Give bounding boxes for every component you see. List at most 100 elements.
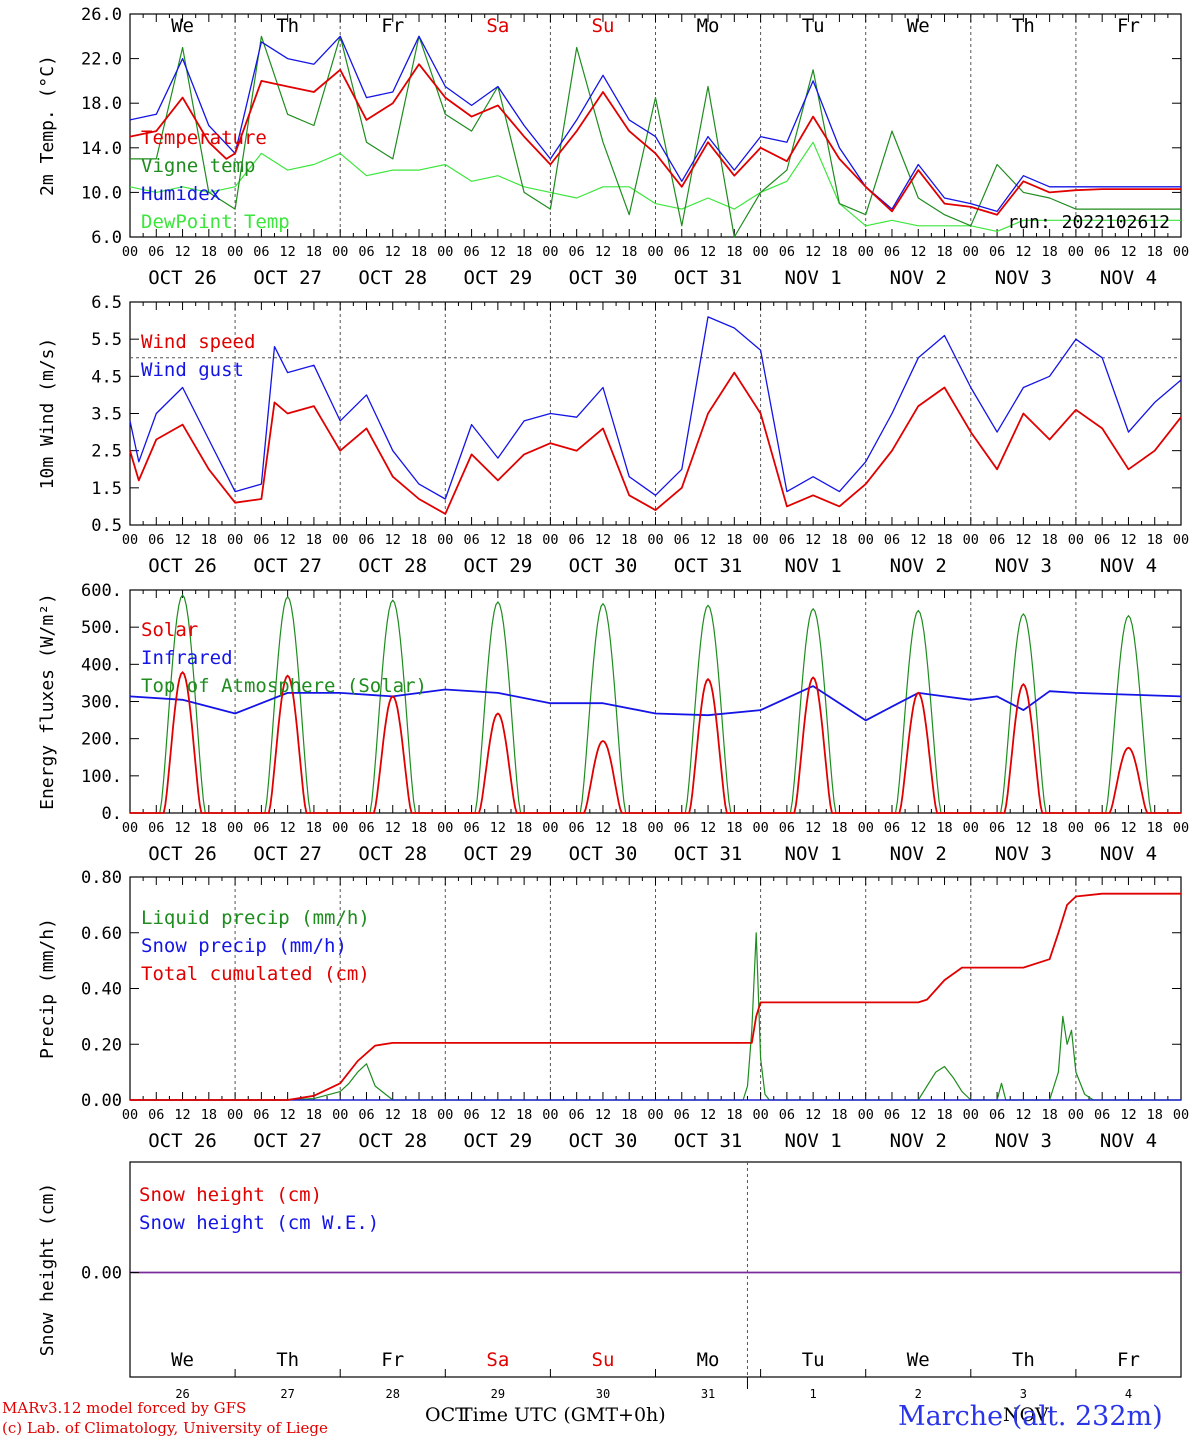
hour-tick-label: 06 <box>989 1107 1005 1123</box>
hour-tick-label: 00 <box>647 1107 663 1123</box>
hour-tick-label: 00 <box>647 244 663 260</box>
hour-tick-label: 00 <box>542 532 558 548</box>
hour-tick-label: 18 <box>516 820 532 836</box>
hour-tick-label: 18 <box>201 1107 217 1123</box>
hour-tick-label: 06 <box>884 1107 900 1123</box>
plot-frame-3 <box>129 589 1182 814</box>
footer-location: Marche (alt. 232m) <box>898 1401 1163 1432</box>
date-label: NOV 4 <box>1100 267 1157 289</box>
hour-tick-label: 18 <box>411 820 427 836</box>
solar-line <box>130 670 1181 814</box>
wind-gust-line <box>129 316 1182 500</box>
hour-tick-label: 18 <box>936 532 952 548</box>
hour-tick-label: 12 <box>490 820 506 836</box>
hour-tick-label: 00 <box>227 244 243 260</box>
temperature-line <box>129 63 1181 216</box>
hour-tick-label: 00 <box>332 820 348 836</box>
date-label: OCT 31 <box>674 555 743 577</box>
y-tick-label: 4.5 <box>91 367 122 387</box>
hour-tick-label: 00 <box>437 820 453 836</box>
hour-tick-label: 00 <box>332 532 348 548</box>
hour-tick-label: 00 <box>1173 820 1189 836</box>
liquid-precip-line <box>130 932 1181 1101</box>
y-tick-label: 0.00 <box>81 1091 122 1111</box>
footer-lab-credit: (c) Lab. of Climatology, University of L… <box>2 1419 328 1437</box>
hour-tick-label: 00 <box>752 244 768 260</box>
hour-tick-label: 18 <box>306 1107 322 1123</box>
hour-tick-label: 18 <box>1041 1107 1057 1123</box>
hour-tick-label: 12 <box>490 1107 506 1123</box>
legend-entry: Vigne temp <box>141 155 255 177</box>
hour-tick-label: 00 <box>542 820 558 836</box>
hour-tick-label: 00 <box>858 532 874 548</box>
y-tick-label: 600. <box>81 581 122 601</box>
date-label: OCT 26 <box>148 843 217 865</box>
weekday-label: We <box>907 15 930 37</box>
hour-tick-label: 00 <box>122 244 138 260</box>
y-tick-label: 0.20 <box>81 1035 122 1055</box>
hour-tick-label: 00 <box>227 820 243 836</box>
hour-tick-label: 12 <box>805 1107 821 1123</box>
hour-tick-label: 06 <box>884 532 900 548</box>
hour-tick-label: 06 <box>779 244 795 260</box>
hour-tick-label: 06 <box>358 820 374 836</box>
hour-tick-label: 18 <box>621 820 637 836</box>
hour-tick-label: 12 <box>595 820 611 836</box>
date-label: OCT 27 <box>253 1130 322 1152</box>
hour-tick-label: 12 <box>805 820 821 836</box>
hour-tick-label: 06 <box>989 532 1005 548</box>
hour-tick-label: 18 <box>936 820 952 836</box>
hour-tick-label: 00 <box>1068 820 1084 836</box>
date-label: NOV 1 <box>785 267 842 289</box>
y-tick-label: 400. <box>81 655 122 675</box>
hour-tick-label: 18 <box>306 244 322 260</box>
y-tick-label: 0.00 <box>81 1264 122 1284</box>
hour-tick-label: 12 <box>490 532 506 548</box>
hour-tick-label: 06 <box>989 820 1005 836</box>
day-number-label: 28 <box>386 1387 400 1401</box>
hour-tick-label: 12 <box>1015 820 1031 836</box>
date-label: NOV 2 <box>890 267 947 289</box>
y-axis-label: Snow height (cm) <box>37 1183 58 1356</box>
date-label: NOV 2 <box>890 843 947 865</box>
date-label: OCT 29 <box>464 267 533 289</box>
y-tick-label: 0.5 <box>91 516 122 536</box>
y-tick-label: 500. <box>81 618 122 638</box>
hour-tick-label: 18 <box>831 1107 847 1123</box>
hour-tick-label: 12 <box>385 244 401 260</box>
hour-tick-label: 00 <box>122 1107 138 1123</box>
legend-entry: Wind speed <box>141 331 255 353</box>
hour-tick-label: 18 <box>201 244 217 260</box>
day-number-label: 4 <box>1125 1387 1132 1401</box>
hour-tick-label: 18 <box>1147 244 1163 260</box>
hour-tick-label: 06 <box>1094 820 1110 836</box>
hour-tick-label: 00 <box>437 244 453 260</box>
hour-tick-label: 18 <box>1147 1107 1163 1123</box>
hour-tick-label: 12 <box>910 1107 926 1123</box>
vigne-temp-line <box>130 35 1181 238</box>
hour-tick-label: 12 <box>910 532 926 548</box>
hour-tick-label: 12 <box>595 244 611 260</box>
hour-tick-label: 06 <box>253 820 269 836</box>
hour-tick-label: 00 <box>752 820 768 836</box>
hour-tick-label: 12 <box>280 532 296 548</box>
hour-tick-label: 06 <box>148 244 164 260</box>
date-label: NOV 3 <box>995 843 1052 865</box>
hour-tick-label: 06 <box>1094 532 1110 548</box>
y-tick-label: 0.40 <box>81 980 122 1000</box>
hour-tick-label: 00 <box>752 1107 768 1123</box>
hour-tick-label: 00 <box>858 1107 874 1123</box>
hour-tick-label: 12 <box>385 532 401 548</box>
footer-axis-nov: NOV <box>1003 1404 1049 1426</box>
hour-tick-label: 00 <box>1173 532 1189 548</box>
weekday-label: Su <box>592 15 615 37</box>
y-tick-label: 1.5 <box>91 479 122 499</box>
hour-tick-label: 00 <box>1068 532 1084 548</box>
date-label: OCT 27 <box>253 267 322 289</box>
hour-tick-label: 12 <box>910 820 926 836</box>
hour-tick-label: 06 <box>253 1107 269 1123</box>
hour-tick-label: 00 <box>1173 1107 1189 1123</box>
hour-tick-label: 12 <box>385 820 401 836</box>
hour-tick-label: 18 <box>726 820 742 836</box>
